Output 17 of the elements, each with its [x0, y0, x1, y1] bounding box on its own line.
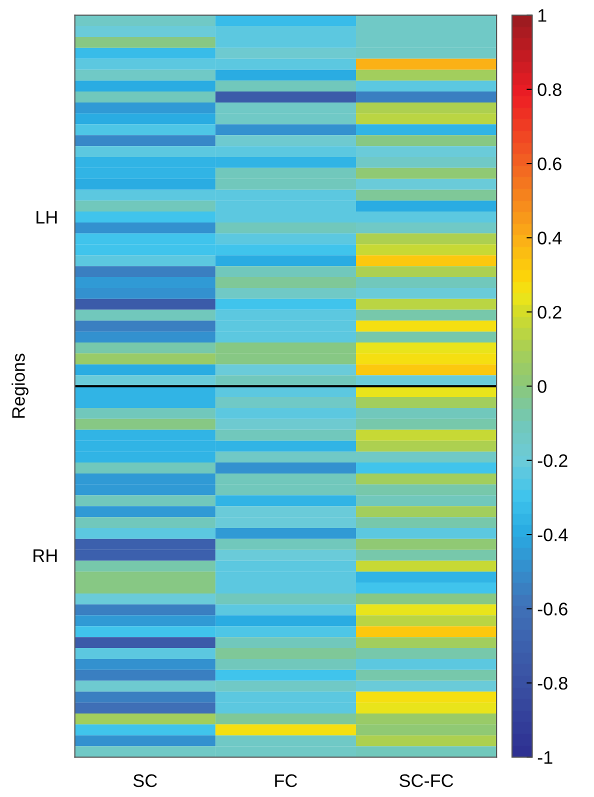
color-bar-label: 0: [538, 380, 546, 393]
color-bar-label: 0.6: [538, 157, 562, 170]
color-bar-label: 0.8: [538, 83, 562, 96]
color-bar-label: 1: [538, 9, 546, 22]
y-tick-label: LH: [36, 211, 57, 224]
color-bar-label: -0.8: [538, 676, 568, 690]
color-bar-label: 0.2: [538, 306, 562, 319]
color-bar-label: -1: [538, 751, 552, 764]
x-tick-label: SC-FC: [400, 774, 454, 788]
x-tick-label: SC: [133, 774, 157, 788]
color-bar-label: 0.4: [538, 232, 562, 244]
color-bar-label: -0.4: [538, 528, 568, 542]
y-tick-label: RH: [34, 549, 57, 562]
color-bar-label: -0.6: [538, 602, 568, 616]
x-tick-label: FC: [275, 774, 298, 788]
y-axis-title: Regions: [12, 354, 28, 418]
color-bar-label: -0.2: [538, 454, 568, 468]
